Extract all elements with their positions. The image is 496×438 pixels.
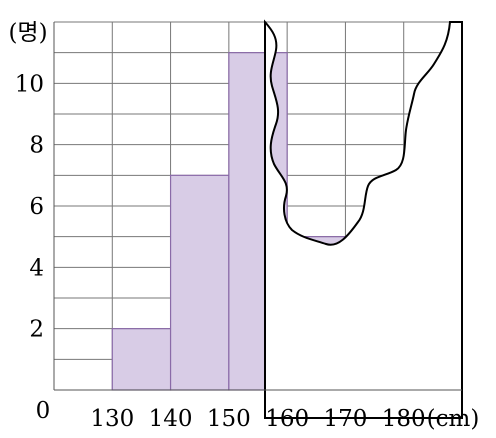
torn-paper-shape (264, 19, 463, 419)
x-tick-label-140: 140 (149, 406, 193, 432)
x-tick-label-160: 160 (265, 406, 309, 432)
x-tick-label-150: 150 (207, 406, 251, 432)
bar-140-150 (169, 174, 230, 391)
labels: (명) (cm) 0 2 4 6 8 10 130 140 150 160 170 180 (8, 20, 479, 432)
y-axis-unit-label: (명) (8, 20, 47, 46)
bar-130-140 (111, 328, 172, 391)
y-tick-label-2: 2 (29, 317, 44, 343)
y-tick-label-4: 4 (29, 255, 44, 281)
y-tick-label-6: 6 (29, 194, 44, 220)
x-tick-label-130: 130 (90, 406, 134, 432)
origin-label: 0 (36, 398, 51, 424)
x-axis-unit-label: (cm) (427, 406, 480, 432)
x-tick-label-170: 170 (323, 406, 367, 432)
x-tick-label-180: 180 (382, 406, 426, 432)
axes (53, 22, 462, 391)
y-tick-label-10: 10 (15, 71, 44, 97)
y-tick-label-8: 8 (29, 133, 44, 159)
